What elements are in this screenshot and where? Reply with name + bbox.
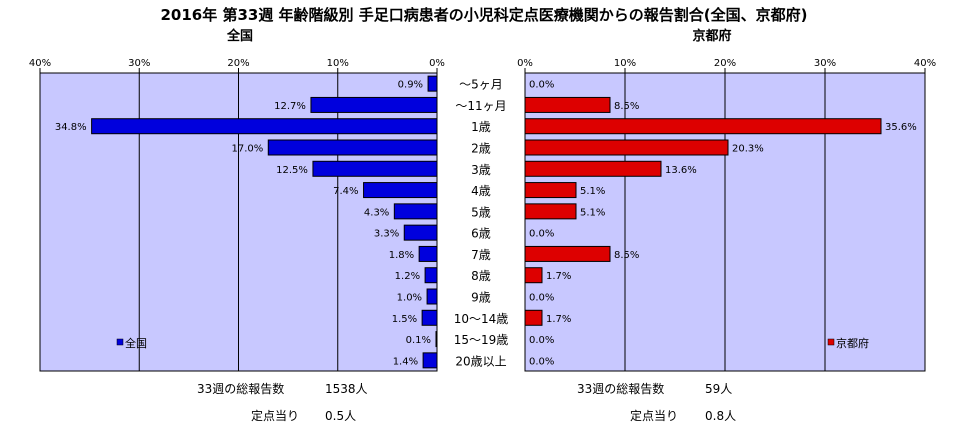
national-bar	[422, 352, 438, 369]
national-tick-label: 0%	[429, 58, 445, 69]
kyoto-bar	[524, 118, 882, 135]
national-bar	[418, 245, 438, 262]
kyoto-per-label: 定点当り	[630, 408, 678, 423]
category-label: 8歳	[471, 269, 491, 283]
category-label: 5歳	[471, 205, 491, 219]
kyoto-value-label: 1.7%	[546, 314, 571, 325]
kyoto-panel-title: 京都府	[692, 28, 731, 44]
kyoto-legend-swatch	[827, 338, 835, 346]
kyoto-value-label: 35.6%	[885, 122, 917, 133]
national-bar	[267, 139, 438, 156]
kyoto-bar	[524, 267, 543, 284]
category-label: 6歳	[471, 227, 491, 241]
national-bar	[427, 75, 438, 92]
category-label: ～11ヶ月	[455, 99, 506, 113]
national-per-value: 0.5人	[325, 409, 356, 423]
category-label: 9歳	[471, 291, 491, 305]
national-value-label: 17.0%	[231, 144, 263, 155]
national-bar	[426, 288, 438, 305]
national-tick-label: 10%	[327, 58, 349, 69]
national-value-label: 0.9%	[398, 80, 423, 91]
national-legend-label: 全国	[125, 336, 147, 350]
kyoto-value-label: 1.7%	[546, 271, 571, 282]
national-bar	[403, 224, 438, 241]
kyoto-bar	[524, 96, 611, 113]
national-bar	[310, 96, 438, 113]
national-value-label: 0.1%	[406, 335, 431, 346]
national-panel-title: 全国	[226, 28, 253, 44]
national-value-label: 12.7%	[274, 101, 306, 112]
kyoto-per-value: 0.8人	[705, 409, 736, 423]
national-per-label: 定点当り	[251, 408, 299, 423]
national-bar	[435, 331, 438, 348]
kyoto-tick-label: 20%	[714, 58, 736, 69]
national-bar	[421, 309, 438, 326]
kyoto-bar	[524, 203, 577, 220]
national-total-label: 33週の総報告数	[197, 381, 284, 396]
kyoto-bar	[524, 139, 729, 156]
category-label: ～5ヶ月	[459, 78, 503, 92]
national-tick-label: 30%	[128, 58, 150, 69]
category-label: 15～19歳	[454, 333, 509, 347]
kyoto-tick-label: 40%	[914, 58, 936, 69]
category-label: 10～14歳	[454, 312, 509, 326]
kyoto-total-label: 33週の総報告数	[577, 381, 664, 396]
national-value-label: 1.2%	[395, 271, 420, 282]
category-label: 7歳	[471, 248, 491, 262]
national-value-label: 4.3%	[364, 207, 389, 218]
kyoto-total-value: 59人	[705, 382, 732, 396]
kyoto-bar	[524, 182, 577, 199]
national-bar	[393, 203, 438, 220]
kyoto-value-label: 5.1%	[580, 186, 605, 197]
kyoto-value-label: 0.0%	[529, 356, 554, 367]
national-value-label: 1.8%	[389, 250, 414, 261]
footer-stats: 33週の総報告数 1538人 定点当り 0.5人 33週の総報告数 59人 定点…	[197, 381, 736, 423]
chart-title: 2016年 第33週 年齢階級別 手足口病患者の小児科定点医療機関からの報告割合…	[160, 6, 807, 24]
category-label: 4歳	[471, 184, 491, 198]
national-value-label: 1.5%	[392, 314, 417, 325]
national-value-label: 1.4%	[393, 356, 418, 367]
national-bar	[312, 160, 438, 177]
kyoto-value-label: 5.1%	[580, 207, 605, 218]
kyoto-bar	[524, 160, 662, 177]
kyoto-tick-label: 0%	[517, 58, 533, 69]
national-tick-label: 20%	[227, 58, 249, 69]
kyoto-bar	[524, 245, 611, 262]
national-bar	[424, 267, 438, 284]
kyoto-value-label: 20.3%	[732, 144, 764, 155]
national-value-label: 12.5%	[276, 165, 308, 176]
kyoto-value-label: 0.0%	[529, 293, 554, 304]
kyoto-value-label: 13.6%	[665, 165, 697, 176]
national-legend-swatch	[116, 338, 124, 346]
national-total-value: 1538人	[325, 382, 368, 396]
kyoto-value-label: 0.0%	[529, 335, 554, 346]
kyoto-value-label: 0.0%	[529, 229, 554, 240]
national-value-label: 3.3%	[374, 229, 399, 240]
national-value-label: 34.8%	[55, 122, 87, 133]
category-label: 3歳	[471, 163, 491, 177]
kyoto-bar	[524, 309, 543, 326]
kyoto-tick-label: 10%	[614, 58, 636, 69]
category-label: 2歳	[471, 142, 491, 156]
national-bar	[91, 118, 438, 135]
kyoto-value-label: 0.0%	[529, 80, 554, 91]
category-label: 20歳以上	[455, 354, 506, 368]
kyoto-panel: 京都府 0% 10% 20% 30% 40% 0.0% 8.5% 35.6% 20.3% 13.6%…	[517, 28, 936, 372]
kyoto-value-label: 8.5%	[614, 250, 639, 261]
kyoto-tick-label: 30%	[814, 58, 836, 69]
category-label: 1歳	[471, 120, 491, 134]
kyoto-value-label: 8.5%	[614, 101, 639, 112]
national-panel: 全国 0% 10% 20% 30% 40% 0.9% 12.7% 34.8% 17.0% 12.5%…	[29, 28, 445, 372]
national-value-label: 1.0%	[397, 293, 422, 304]
national-tick-label: 40%	[29, 58, 51, 69]
national-bar	[363, 182, 438, 199]
national-value-label: 7.4%	[333, 186, 358, 197]
category-labels: ～5ヶ月 ～11ヶ月 1歳 2歳 3歳 4歳 5歳 6歳 7歳 8歳 9歳 10～14歳 15～19歳 2…	[454, 78, 509, 369]
kyoto-legend-label: 京都府	[836, 336, 869, 350]
